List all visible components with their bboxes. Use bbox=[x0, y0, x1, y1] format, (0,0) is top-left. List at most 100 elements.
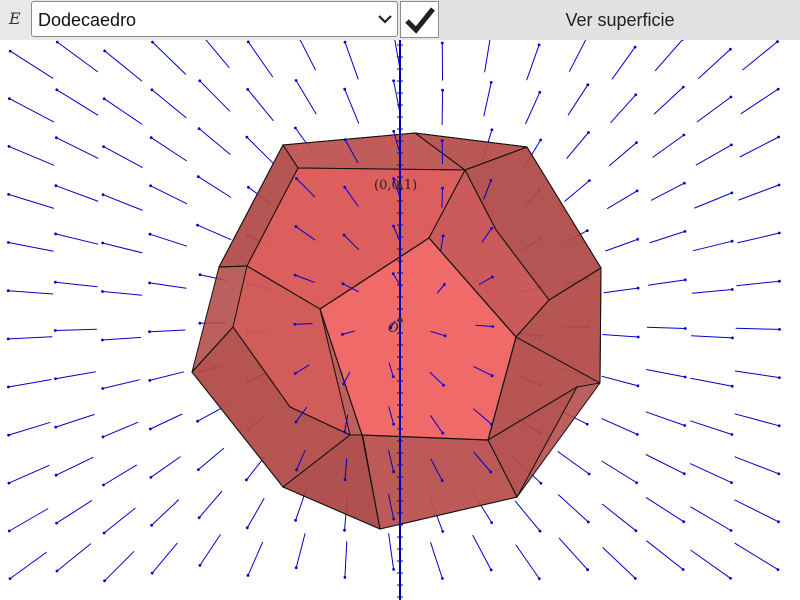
vector-arrow bbox=[601, 375, 639, 387]
vector-head bbox=[197, 127, 201, 130]
point-001-label: (0,0,1) bbox=[374, 178, 417, 193]
vector-head bbox=[103, 49, 107, 53]
vector-arrow bbox=[104, 550, 135, 582]
vector-arrow bbox=[649, 230, 686, 244]
vector-arrow bbox=[102, 291, 142, 296]
vector-arrow bbox=[295, 364, 310, 374]
vector-head bbox=[682, 472, 686, 476]
vector-head bbox=[682, 520, 686, 524]
vector-head bbox=[245, 135, 249, 139]
vector-arrow bbox=[472, 534, 492, 571]
vector-head bbox=[442, 383, 445, 387]
vector-arrow bbox=[566, 132, 589, 160]
vector-head bbox=[54, 473, 58, 477]
vector-head bbox=[683, 278, 687, 282]
vector-arrow bbox=[646, 326, 686, 329]
vector-head bbox=[246, 574, 250, 577]
select-value: Dodecaedro bbox=[38, 10, 137, 30]
vector-head bbox=[441, 577, 444, 580]
vector-arrow bbox=[8, 242, 54, 252]
vector-arrow bbox=[295, 226, 316, 241]
vector-arrow bbox=[430, 542, 443, 579]
vector-arrow bbox=[602, 334, 639, 338]
vector-head bbox=[443, 283, 446, 286]
vector-head bbox=[489, 470, 493, 474]
show-surface-button[interactable]: Ver superficie bbox=[440, 0, 800, 40]
vector-head bbox=[538, 529, 542, 533]
vector-head bbox=[342, 382, 346, 386]
vector-arrow bbox=[601, 417, 638, 435]
vector-head bbox=[776, 568, 780, 571]
vector-head bbox=[729, 47, 732, 51]
confirm-checkbox-button[interactable] bbox=[400, 1, 439, 38]
vector-arrow bbox=[8, 336, 53, 340]
vector-head bbox=[341, 333, 344, 336]
vector-head bbox=[441, 530, 445, 533]
vector-head bbox=[392, 224, 395, 228]
vector-arrow bbox=[295, 533, 306, 568]
vector-arrow bbox=[295, 274, 315, 283]
vector-head bbox=[731, 336, 734, 340]
vector-arrow bbox=[650, 182, 685, 201]
vector-arrow bbox=[9, 551, 47, 580]
vector-arrow bbox=[344, 414, 349, 432]
vector-arrow bbox=[198, 490, 223, 519]
vector-arrow bbox=[742, 41, 778, 71]
vector-arrow bbox=[151, 499, 180, 526]
vector-head bbox=[7, 193, 10, 196]
vector-arrow bbox=[429, 371, 444, 386]
z-axis-ticks bbox=[397, 44, 403, 598]
vector-arrow bbox=[344, 139, 359, 164]
variable-label: E bbox=[9, 9, 21, 28]
vector-head bbox=[587, 472, 591, 476]
vector-arrow bbox=[652, 134, 685, 158]
vector-arrow bbox=[611, 46, 636, 80]
vector-head bbox=[102, 145, 105, 149]
vector-head bbox=[681, 568, 685, 571]
vector-head bbox=[489, 179, 493, 182]
vector-head bbox=[197, 516, 201, 520]
vector-arrow bbox=[56, 137, 99, 159]
vector-head bbox=[391, 272, 395, 276]
vector-arrow bbox=[693, 240, 733, 252]
vector-head bbox=[8, 577, 12, 580]
vector-head bbox=[246, 88, 250, 91]
vector-head bbox=[490, 128, 494, 132]
3d-graphics-view[interactable]: O (0,0,1) bbox=[0, 40, 800, 600]
vector-head bbox=[54, 377, 57, 381]
vector-head bbox=[247, 185, 250, 189]
vector-head bbox=[586, 520, 590, 524]
vector-head bbox=[343, 478, 347, 481]
vector-head bbox=[54, 425, 58, 429]
vector-head bbox=[392, 129, 396, 133]
vector-arrow bbox=[102, 242, 143, 254]
vector-arrow bbox=[8, 193, 55, 209]
vector-arrow bbox=[198, 128, 231, 155]
vector-arrow bbox=[55, 371, 96, 380]
vector-arrow bbox=[57, 41, 99, 73]
vector-head bbox=[729, 576, 732, 580]
vector-head bbox=[343, 576, 347, 579]
vector-arrow bbox=[483, 82, 492, 117]
vector-head bbox=[683, 230, 687, 233]
vector-head bbox=[490, 422, 493, 426]
vector-arrow bbox=[150, 456, 181, 478]
vector-arrow bbox=[103, 464, 138, 486]
vector-head bbox=[53, 329, 57, 332]
vector-head bbox=[489, 81, 493, 84]
vector-arrow bbox=[199, 534, 221, 566]
vector-head bbox=[776, 40, 779, 43]
vector-arrow bbox=[441, 90, 444, 125]
vector-arrow bbox=[103, 146, 143, 169]
vector-head bbox=[441, 186, 444, 190]
solid-select[interactable]: Dodecaedro bbox=[31, 1, 398, 37]
vector-head bbox=[55, 136, 58, 140]
vector-head bbox=[7, 481, 11, 485]
vector-head bbox=[635, 141, 638, 145]
vector-head bbox=[8, 49, 12, 53]
vector-head bbox=[777, 231, 781, 235]
vector-arrow bbox=[605, 238, 638, 252]
vector-arrow bbox=[696, 96, 732, 123]
vector-head bbox=[776, 87, 780, 91]
vector-head bbox=[198, 79, 202, 83]
